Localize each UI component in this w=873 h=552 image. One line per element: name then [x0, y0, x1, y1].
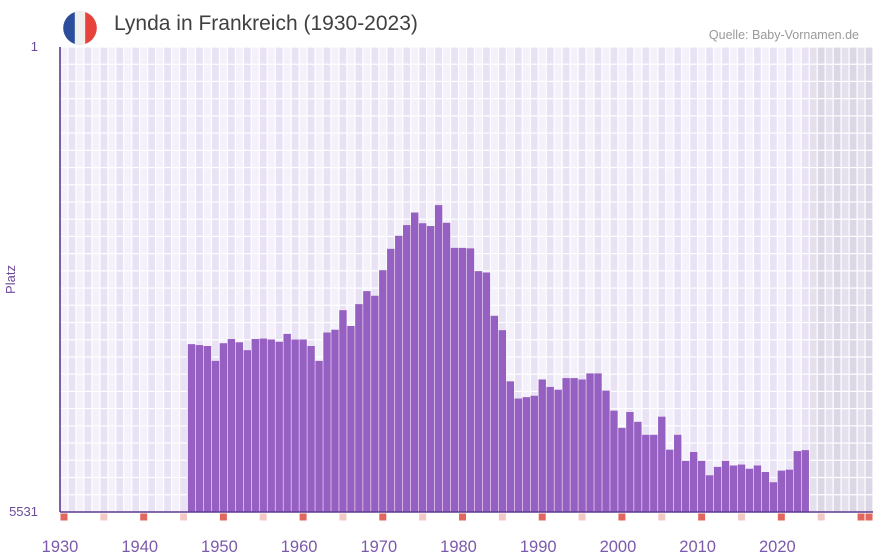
svg-text:1960: 1960	[281, 538, 318, 552]
svg-text:2010: 2010	[679, 538, 716, 552]
svg-text:5531: 5531	[9, 504, 38, 519]
svg-text:1990: 1990	[520, 538, 557, 552]
svg-text:1: 1	[31, 39, 38, 54]
svg-text:1940: 1940	[121, 538, 158, 552]
svg-text:2000: 2000	[600, 538, 637, 552]
svg-text:1950: 1950	[201, 538, 238, 552]
svg-text:1980: 1980	[440, 538, 477, 552]
svg-text:1930: 1930	[42, 538, 79, 552]
svg-text:2020: 2020	[759, 538, 796, 552]
svg-text:Platz: Platz	[3, 265, 18, 294]
svg-text:1970: 1970	[360, 538, 397, 552]
